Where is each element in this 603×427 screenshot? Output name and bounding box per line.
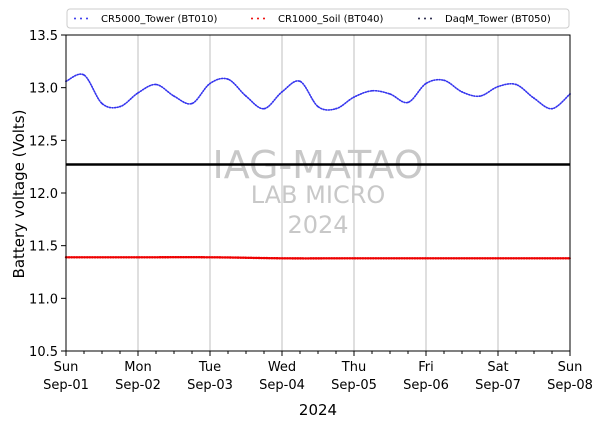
x-tick-label-day: Thu [341,360,366,375]
data-point [497,257,499,260]
data-point [317,105,319,108]
x-tick-label-day: Wed [268,360,296,375]
y-tick-label: 13.0 [29,82,58,97]
data-point [227,78,229,81]
data-point [173,95,175,97]
y-axis-title: Battery voltage (Volts) [10,110,28,279]
x-tick-label-date: Sep-05 [331,378,377,393]
data-point [281,91,283,93]
data-point [137,92,139,94]
data-point [83,74,85,76]
data-point [425,82,427,85]
data-point [497,85,499,88]
data-point [551,107,553,110]
legend-marker [86,17,88,20]
data-point [353,96,355,98]
data-point [335,107,337,110]
legend-label: CR5000_Tower (BT010) [101,14,217,25]
data-point [155,83,157,86]
x-tick-label-date: Sep-07 [475,378,521,393]
data-point [101,102,103,105]
x-tick-label-date: Sep-03 [187,378,233,393]
watermark-line-2: LAB MICRO [251,181,386,209]
y-tick-label: 13.5 [29,29,58,44]
legend: CR5000_Tower (BT010) CR1000_Soil (BT040) D… [66,8,570,29]
data-point [299,80,301,83]
legend-marker [251,17,253,20]
y-tick-label: 11.0 [29,292,58,307]
data-point [119,105,121,108]
x-tick-label-date: Sep-06 [403,378,449,393]
x-tick-label-day: Sat [487,360,508,375]
x-axis-title: 2024 [299,401,337,419]
data-point [209,82,211,85]
x-tick-label-day: Sun [558,360,583,375]
x-axis-ticks: Sun Sep-01 Mon Sep-02 Tue Sep-03 Wed Sep-04 Thu S… [43,351,593,393]
x-tick-label-date: Sep-08 [547,378,593,393]
x-tick-label-day: Fri [418,360,434,375]
watermark: IAG-MATAO LAB MICRO 2024 [212,143,423,239]
y-tick-label: 12.5 [29,134,58,149]
y-tick-label: 10.5 [29,345,58,360]
legend-box [66,8,570,29]
data-point [389,93,391,95]
data-point [191,102,193,105]
series-line [65,73,571,111]
x-tick-label-day: Mon [124,360,151,375]
watermark-line-3: 2024 [287,211,348,239]
y-axis-ticks: 10.5 11.0 11.5 12.0 12.5 13.0 13.5 [29,29,66,360]
grid-lines [137,35,499,351]
y-tick-label: 12.0 [29,187,58,202]
data-point [281,257,283,260]
legend-entry: CR1000_Soil (BT040) [251,14,384,25]
x-tick-label-date: Sep-04 [259,378,305,393]
legend-marker [74,17,76,20]
data-point [533,97,535,100]
legend-entry: DaqM_Tower (BT050) [418,14,551,25]
legend-marker [430,17,432,20]
data-point [371,89,373,92]
legend-marker [424,17,426,20]
x-tick-label-day: Tue [198,360,221,375]
data-point [515,83,517,86]
legend-marker [257,17,259,20]
data-point [425,257,427,260]
data-point [245,95,247,97]
data-point [353,257,355,260]
data-point [209,256,211,259]
legend-marker [80,17,82,20]
x-tick-label-date: Sep-02 [115,378,161,393]
x-tick-label-date: Sep-01 [43,378,89,393]
data-point [407,101,409,104]
x-tick-label-day: Sun [54,360,79,375]
data-point [137,256,139,259]
legend-label: DaqM_Tower (BT050) [445,14,551,25]
legend-entry: CR5000_Tower (BT010) [74,14,217,25]
legend-marker [263,17,265,20]
data-point [479,95,481,97]
series-layer [64,73,572,260]
legend-label: CR1000_Soil (BT040) [278,14,384,25]
data-point [461,91,463,93]
data-point [263,107,265,110]
series-line [64,256,572,260]
series-1 [65,73,571,111]
data-point [443,79,445,82]
series-2 [64,256,572,260]
legend-marker [418,17,420,20]
y-tick-label: 11.5 [29,240,58,255]
